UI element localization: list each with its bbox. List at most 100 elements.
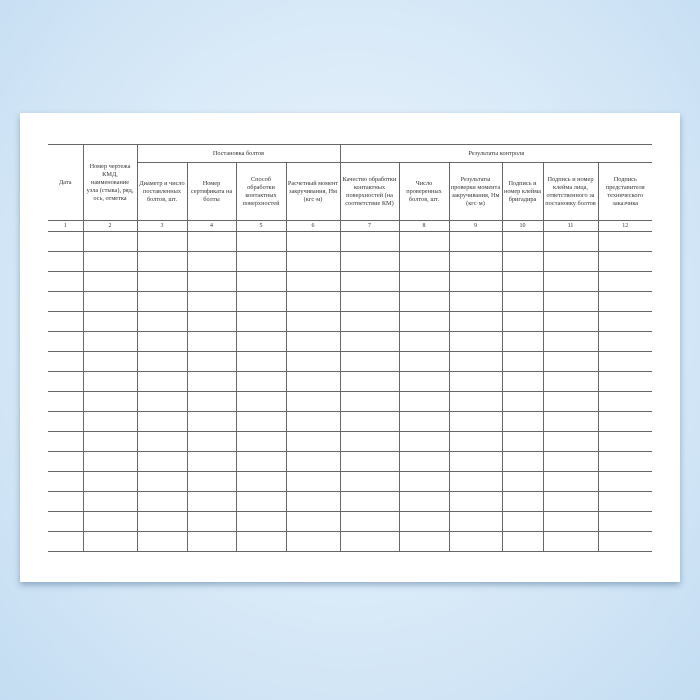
empty-cell[interactable] <box>398 331 450 352</box>
empty-cell[interactable] <box>398 531 450 552</box>
empty-cell[interactable] <box>448 351 503 372</box>
empty-cell[interactable] <box>398 411 450 432</box>
empty-cell[interactable] <box>136 371 188 392</box>
empty-cell[interactable] <box>82 431 138 452</box>
empty-cell[interactable] <box>48 251 84 272</box>
empty-cell[interactable] <box>235 491 287 512</box>
empty-cell[interactable] <box>542 291 599 312</box>
empty-cell[interactable] <box>542 391 599 412</box>
empty-cell[interactable] <box>448 511 503 532</box>
empty-cell[interactable] <box>235 291 287 312</box>
empty-cell[interactable] <box>597 311 653 332</box>
empty-cell[interactable] <box>542 311 599 332</box>
empty-cell[interactable] <box>82 251 138 272</box>
empty-cell[interactable] <box>186 411 237 432</box>
empty-cell[interactable] <box>448 451 503 472</box>
empty-cell[interactable] <box>235 451 287 472</box>
empty-cell[interactable] <box>501 251 544 272</box>
empty-cell[interactable] <box>448 271 503 292</box>
empty-cell[interactable] <box>501 291 544 312</box>
empty-cell[interactable] <box>48 351 84 372</box>
empty-cell[interactable] <box>285 451 341 472</box>
empty-cell[interactable] <box>48 231 84 252</box>
empty-cell[interactable] <box>82 331 138 352</box>
empty-cell[interactable] <box>48 311 84 332</box>
empty-cell[interactable] <box>82 451 138 472</box>
empty-cell[interactable] <box>186 431 237 452</box>
empty-cell[interactable] <box>398 311 450 332</box>
empty-cell[interactable] <box>82 411 138 432</box>
empty-cell[interactable] <box>285 371 341 392</box>
empty-cell[interactable] <box>339 331 400 352</box>
empty-cell[interactable] <box>448 291 503 312</box>
empty-cell[interactable] <box>597 431 653 452</box>
empty-cell[interactable] <box>542 231 599 252</box>
empty-cell[interactable] <box>82 531 138 552</box>
empty-cell[interactable] <box>186 271 237 292</box>
empty-cell[interactable] <box>398 431 450 452</box>
empty-cell[interactable] <box>597 491 653 512</box>
empty-cell[interactable] <box>136 431 188 452</box>
empty-cell[interactable] <box>285 471 341 492</box>
empty-cell[interactable] <box>136 311 188 332</box>
empty-cell[interactable] <box>501 411 544 432</box>
empty-cell[interactable] <box>448 431 503 452</box>
empty-cell[interactable] <box>48 511 84 532</box>
empty-cell[interactable] <box>186 371 237 392</box>
empty-cell[interactable] <box>398 351 450 372</box>
empty-cell[interactable] <box>542 511 599 532</box>
empty-cell[interactable] <box>597 471 653 492</box>
empty-cell[interactable] <box>339 371 400 392</box>
empty-cell[interactable] <box>398 251 450 272</box>
empty-cell[interactable] <box>285 311 341 332</box>
empty-cell[interactable] <box>597 351 653 372</box>
empty-cell[interactable] <box>186 311 237 332</box>
empty-cell[interactable] <box>136 331 188 352</box>
empty-cell[interactable] <box>542 491 599 512</box>
empty-cell[interactable] <box>235 411 287 432</box>
empty-cell[interactable] <box>235 391 287 412</box>
empty-cell[interactable] <box>235 431 287 452</box>
empty-cell[interactable] <box>136 411 188 432</box>
empty-cell[interactable] <box>398 451 450 472</box>
empty-cell[interactable] <box>285 251 341 272</box>
empty-cell[interactable] <box>186 451 237 472</box>
empty-cell[interactable] <box>48 431 84 452</box>
empty-cell[interactable] <box>597 271 653 292</box>
empty-cell[interactable] <box>48 371 84 392</box>
empty-cell[interactable] <box>448 251 503 272</box>
empty-cell[interactable] <box>501 531 544 552</box>
empty-cell[interactable] <box>136 531 188 552</box>
empty-cell[interactable] <box>48 471 84 492</box>
empty-cell[interactable] <box>82 271 138 292</box>
empty-cell[interactable] <box>136 231 188 252</box>
empty-cell[interactable] <box>448 311 503 332</box>
empty-cell[interactable] <box>285 291 341 312</box>
empty-cell[interactable] <box>186 511 237 532</box>
empty-cell[interactable] <box>542 471 599 492</box>
empty-cell[interactable] <box>339 511 400 532</box>
empty-cell[interactable] <box>285 531 341 552</box>
empty-cell[interactable] <box>235 471 287 492</box>
empty-cell[interactable] <box>186 331 237 352</box>
empty-cell[interactable] <box>398 391 450 412</box>
empty-cell[interactable] <box>597 451 653 472</box>
empty-cell[interactable] <box>48 291 84 312</box>
empty-cell[interactable] <box>597 391 653 412</box>
empty-cell[interactable] <box>597 291 653 312</box>
empty-cell[interactable] <box>339 491 400 512</box>
empty-cell[interactable] <box>339 311 400 332</box>
empty-cell[interactable] <box>285 331 341 352</box>
empty-cell[interactable] <box>285 411 341 432</box>
empty-cell[interactable] <box>542 251 599 272</box>
empty-cell[interactable] <box>136 491 188 512</box>
empty-cell[interactable] <box>501 351 544 372</box>
empty-cell[interactable] <box>82 511 138 532</box>
empty-cell[interactable] <box>542 371 599 392</box>
empty-cell[interactable] <box>235 531 287 552</box>
empty-cell[interactable] <box>448 531 503 552</box>
empty-cell[interactable] <box>542 351 599 372</box>
empty-cell[interactable] <box>285 431 341 452</box>
empty-cell[interactable] <box>448 471 503 492</box>
empty-cell[interactable] <box>339 431 400 452</box>
